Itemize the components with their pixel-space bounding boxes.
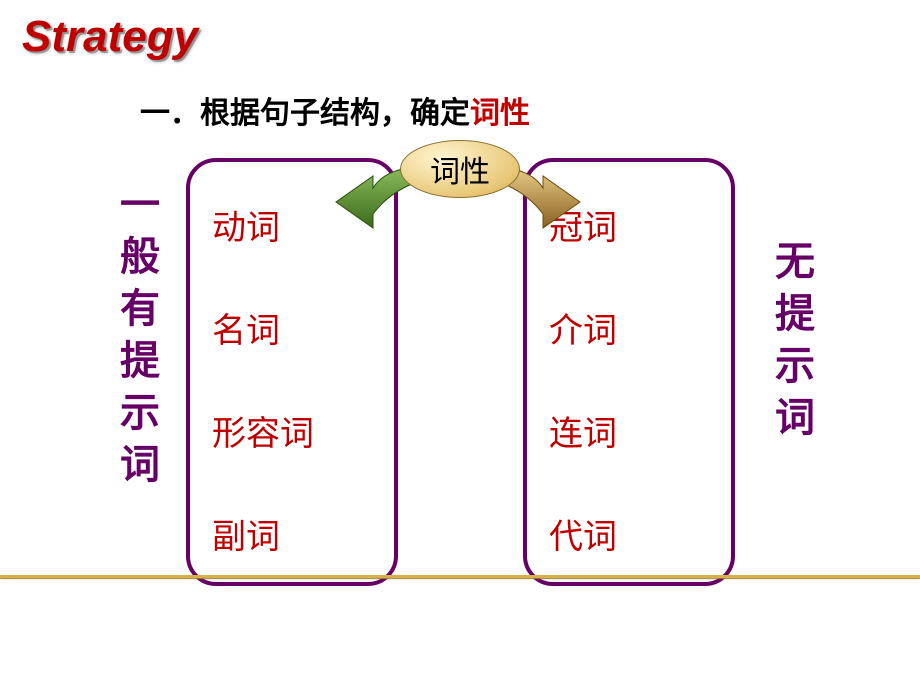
- center-oval-text: 词性: [430, 147, 490, 191]
- list-item: 副词: [212, 509, 314, 558]
- left-vertical-label: 一 般 有 提 示 词: [120, 179, 160, 491]
- list-item: 形容词: [212, 406, 314, 455]
- right-vertical-label: 无 提 示 词: [775, 236, 815, 444]
- horizontal-rule: [0, 575, 920, 578]
- list-item: 介词: [549, 303, 617, 352]
- list-item: 动词: [212, 200, 314, 249]
- list-item: 名词: [212, 303, 314, 352]
- right-box-items: 冠词 介词 连词 代词: [549, 200, 617, 558]
- subtitle: 一．根据句子结构，确定词性: [140, 88, 530, 132]
- center-oval-pos: 词性: [400, 140, 520, 198]
- left-box-items: 动词 名词 形容词 副词: [212, 200, 314, 558]
- strategy-title: Strategy: [22, 12, 198, 62]
- subtitle-prefix: 一．根据句子结构，确定: [140, 97, 470, 130]
- list-item: 代词: [549, 509, 617, 558]
- subtitle-highlight: 词性: [470, 97, 530, 130]
- list-item: 连词: [549, 406, 617, 455]
